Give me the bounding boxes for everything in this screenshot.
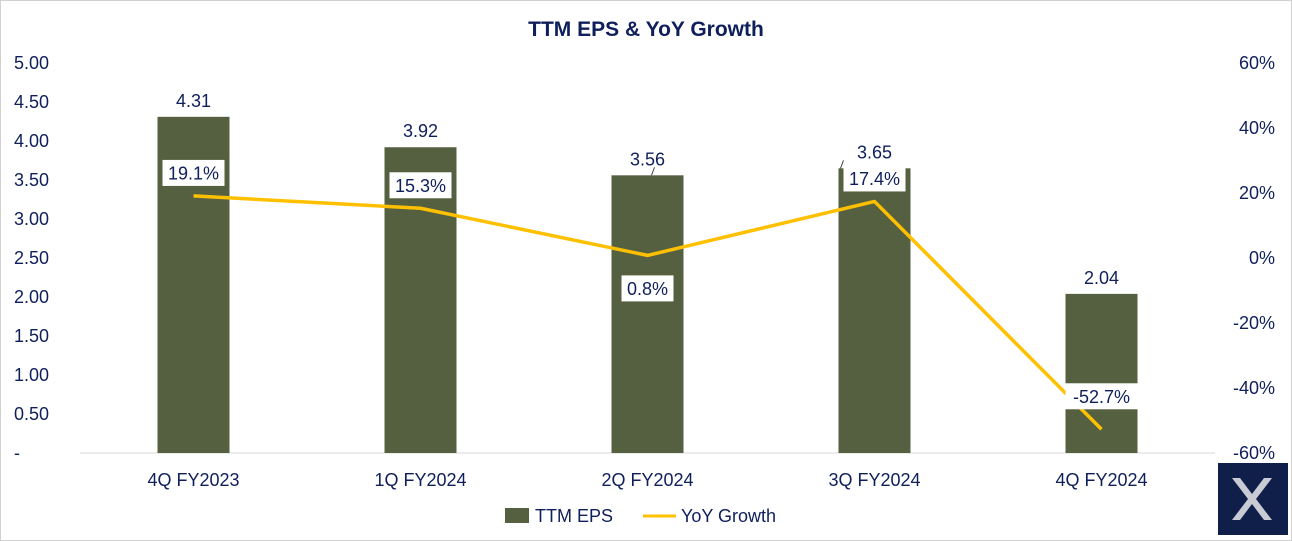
bar: [838, 168, 911, 454]
bar-labels-group: 4.31 3.92 3.56 3.65 2.04: [176, 91, 1119, 288]
logo: [1218, 463, 1288, 535]
line-label-box: [389, 172, 452, 199]
bar: [611, 175, 684, 453]
right-tick-label: 40%: [1239, 118, 1275, 138]
legend-label-yoy-growth: YoY Growth: [681, 506, 776, 526]
line-value-label: 17.4%: [849, 169, 900, 189]
legend: TTM EPS YoY Growth: [505, 506, 776, 526]
right-tick-label: -40%: [1233, 378, 1275, 398]
line-label-box: [162, 159, 225, 186]
leader-line: [840, 160, 844, 169]
yoy-growth-line: [193, 194, 1103, 431]
bar-value-label: 3.65: [857, 142, 892, 162]
x-category-label: 4Q FY2024: [1055, 470, 1147, 490]
leader-line: [651, 167, 655, 176]
legend-label-ttm-eps: TTM EPS: [535, 506, 613, 526]
bar-value-label: 4.31: [176, 91, 211, 111]
line-value-label: 19.1%: [168, 163, 219, 183]
left-tick-label: -: [14, 443, 20, 463]
bar-value-label: 2.04: [1084, 268, 1119, 288]
left-tick-label: 1.50: [14, 326, 49, 346]
x-category-label: 3Q FY2024: [828, 470, 920, 490]
x-category-label: 2Q FY2024: [601, 470, 693, 490]
left-tick-label: 0.50: [14, 404, 49, 424]
line-label-box: [621, 275, 674, 302]
left-tick-label: 3.00: [14, 209, 49, 229]
x-axis-categories: 4Q FY2023 1Q FY2024 2Q FY2024 3Q FY2024 4Q F…: [147, 470, 1147, 490]
right-axis: -60% -40% -20% 0% 20% 40% 60%: [1233, 53, 1275, 463]
right-tick-label: 20%: [1239, 183, 1275, 203]
chart-title: TTM EPS & YoY Growth: [528, 18, 764, 41]
line-label-box: [1065, 383, 1138, 410]
left-tick-label: 4.00: [14, 131, 49, 151]
bars-group: [157, 116, 1138, 454]
line-series-group: [193, 194, 1103, 431]
bar-value-label: 3.92: [403, 121, 438, 141]
left-tick-label: 2.50: [14, 248, 49, 268]
x-category-label: 4Q FY2023: [147, 470, 239, 490]
line-labels-group: 19.1% 15.3% 0.8% 17.4% -52.7%: [162, 159, 1138, 410]
left-tick-label: 1.00: [14, 365, 49, 385]
left-tick-label: 3.50: [14, 170, 49, 190]
right-tick-label: 0%: [1249, 248, 1275, 268]
logo-mark-icon: [1232, 478, 1272, 520]
line-value-label: 0.8%: [627, 279, 668, 299]
legend-swatch-ttm-eps: [505, 508, 529, 523]
left-axis: - 0.50 1.00 1.50 2.00 2.50 3.00 3.50 4.00 4.50 5.0…: [14, 53, 49, 463]
right-tick-label: -20%: [1233, 313, 1275, 333]
left-tick-label: 5.00: [14, 53, 49, 73]
bar-value-label: 3.56: [630, 149, 665, 169]
bar: [1065, 293, 1138, 453]
left-tick-label: 2.00: [14, 287, 49, 307]
right-tick-label: -60%: [1233, 443, 1275, 463]
line-label-box: [843, 165, 906, 192]
x-category-label: 1Q FY2024: [374, 470, 466, 490]
right-tick-label: 60%: [1239, 53, 1275, 73]
line-value-label: -52.7%: [1073, 387, 1130, 407]
line-value-label: 15.3%: [395, 176, 446, 196]
left-tick-label: 4.50: [14, 92, 49, 112]
